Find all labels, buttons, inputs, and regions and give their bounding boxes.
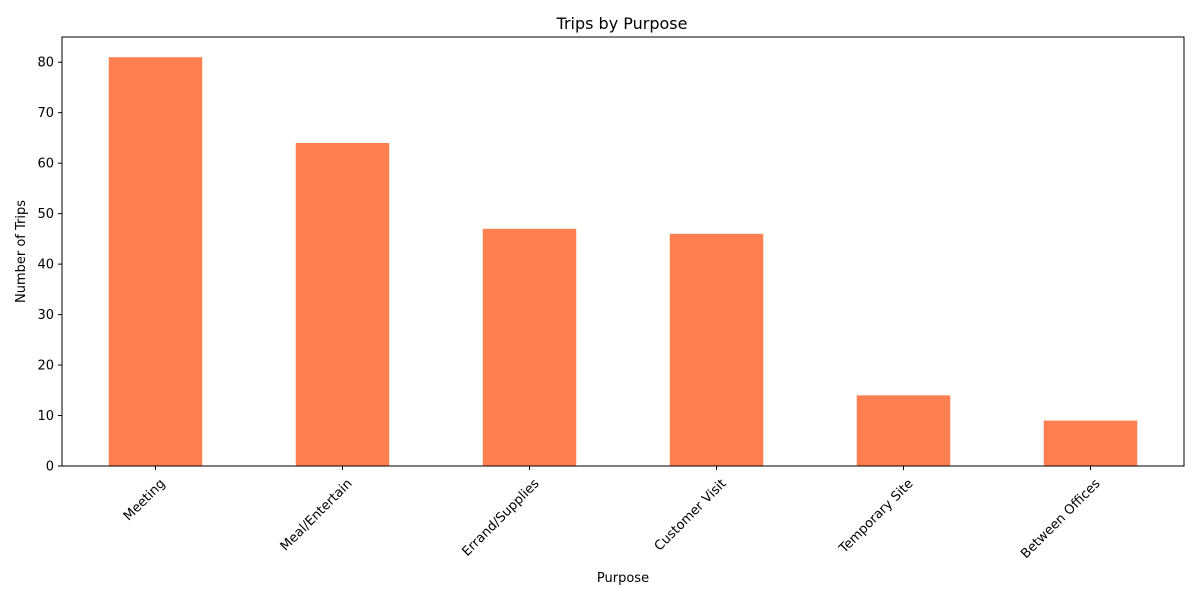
y-tick-label: 40 [37, 258, 54, 273]
bar-temporary-site [856, 395, 951, 466]
chart-title: Trips by Purpose [556, 14, 688, 33]
y-tick-label: 10 [37, 409, 54, 424]
plot-frame [61, 36, 1185, 467]
x-tick-label: Meeting [121, 476, 169, 524]
y-axis: 0 10 20 30 40 50 60 70 80 [37, 56, 62, 475]
x-tick-label: Temporary Site [836, 476, 917, 557]
y-tick-label: 60 [37, 157, 54, 172]
x-tick-label: Between Offices [1018, 476, 1104, 562]
x-tick-label: Meal/Entertain [278, 476, 356, 554]
y-tick-label: 20 [37, 359, 54, 374]
y-tick-label: 50 [37, 207, 54, 222]
y-tick-label: 70 [37, 106, 54, 121]
x-axis: Meeting Meal/Entertain Errand/Supplies Cust… [121, 466, 1104, 562]
y-tick-label: 80 [37, 56, 54, 71]
bar-meeting [108, 57, 203, 466]
bars-layer [108, 57, 1138, 467]
bar-meal-entertain [295, 142, 390, 467]
y-axis-title: Number of Trips [14, 200, 29, 303]
y-tick-label: 0 [46, 460, 54, 475]
x-axis-title: Purpose [597, 571, 649, 586]
x-tick-label: Customer Visit [652, 476, 730, 554]
bar-customer-visit [669, 233, 764, 466]
bar-errand-supplies [482, 228, 577, 466]
y-tick-label: 30 [37, 308, 54, 323]
bar-between-offices [1043, 420, 1138, 466]
x-tick-label: Errand/Supplies [459, 476, 542, 559]
